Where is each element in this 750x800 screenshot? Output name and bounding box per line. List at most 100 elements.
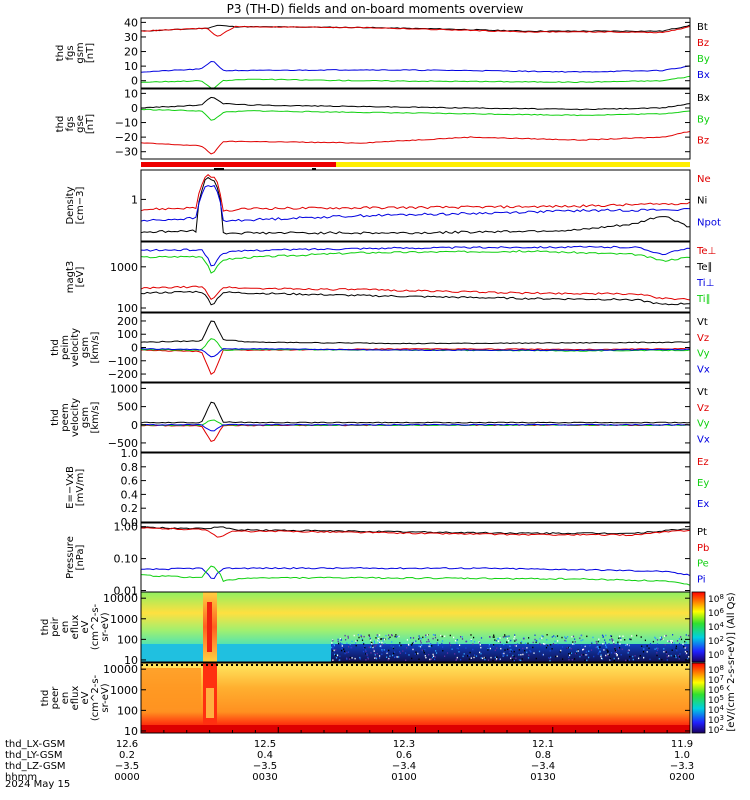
heatmap-speckle: [670, 644, 672, 646]
series-line-Vz: [140, 347, 691, 375]
heatmap-speckle: [365, 649, 367, 651]
heatmap-speckle: [363, 647, 365, 649]
panel-temperature: 1000 100 magt3 [eV] Te⊥ Te∥ Ti⊥ Ti∥: [65, 241, 716, 315]
heatmap-speckle: [561, 636, 563, 639]
heatmap-speckle: [441, 640, 444, 642]
series-line-By: [140, 108, 691, 121]
y-axis-label: [km/s]: [90, 331, 101, 363]
heatmap-speckle: [626, 643, 628, 646]
panel-frame: [140, 452, 691, 523]
heatmap-speckle: [384, 643, 386, 645]
heatmap-speckle: [582, 639, 584, 641]
y-tick-label: 30: [124, 31, 138, 44]
x-row-label: thd_LX-GSM: [5, 739, 65, 750]
y-tick-label: −100: [108, 355, 138, 368]
y-axis-label: [cm−3]: [75, 187, 86, 225]
heatmap-speckle: [534, 638, 536, 641]
heatmap-speckle: [387, 658, 389, 661]
series-line-Te∥: [140, 290, 691, 306]
heatmap-speckle: [616, 654, 618, 657]
heatmap-speckle: [597, 645, 599, 648]
heatmap-speckle: [441, 642, 443, 645]
y-tick-label: 10: [124, 87, 138, 100]
heatmap-speckle: [599, 646, 601, 648]
heatmap-speckle: [465, 647, 467, 649]
series-line-Bt: [140, 24, 691, 33]
y-axis-label: sr-eV): [100, 683, 111, 712]
heatmap-speckle: [357, 634, 359, 636]
heatmap-speckle: [331, 642, 333, 644]
y-tick-label: 0.6: [121, 475, 139, 488]
heatmap-speckle: [619, 635, 621, 637]
heatmap-speckle: [582, 648, 584, 651]
y-axis-label: fgs: [65, 45, 76, 60]
heatmap-speckle: [535, 641, 537, 644]
heatmap-speckle: [656, 649, 659, 652]
heatmap-speckle: [421, 644, 423, 646]
heatmap-speckle: [618, 637, 620, 639]
y-tick-label: 0.01: [114, 585, 139, 598]
colorbar-electron: [691, 662, 706, 734]
heatmap-speckle: [668, 640, 670, 643]
heatmap-speckle: [625, 644, 627, 646]
heatmap-speckle: [441, 635, 443, 638]
series-line-By: [140, 60, 691, 73]
heatmap-speckle: [542, 643, 545, 645]
heatmap-speckle: [606, 646, 608, 649]
heatmap-speckle: [614, 652, 616, 654]
heatmap-speckle: [362, 650, 365, 653]
heatmap-speckle: [421, 649, 423, 651]
heatmap-speckle: [456, 642, 458, 644]
heatmap-speckle: [420, 642, 422, 644]
heatmap-speckle: [339, 655, 341, 658]
series-line-Vt: [140, 320, 691, 345]
heatmap-speckle: [338, 642, 340, 645]
panel-frame: [140, 169, 691, 242]
heatmap-speckle: [609, 659, 611, 661]
heatmap-speckle: [473, 656, 475, 659]
heatmap-speckle: [377, 635, 379, 637]
heatmap-speckle: [388, 634, 390, 636]
heatmap-speckle: [673, 655, 675, 657]
heatmap-speckle: [675, 645, 677, 647]
x-row-label: hhmm: [5, 772, 37, 783]
heatmap-speckle: [655, 637, 657, 640]
heatmap-speckle: [338, 659, 340, 662]
heatmap-speckle: [442, 650, 444, 652]
heatmap-speckle: [499, 637, 501, 639]
heatmap-speckle: [470, 657, 472, 659]
heatmap-speckle: [461, 636, 463, 638]
heatmap-speckle: [339, 642, 341, 644]
heatmap-speckle: [493, 644, 495, 646]
heatmap-speckle: [656, 639, 659, 641]
heatmap-speckle: [468, 658, 470, 660]
heatmap-speckle: [685, 653, 687, 655]
heatmap-speckle: [572, 641, 574, 643]
heatmap-speckle: [379, 641, 381, 644]
heatmap-speckle: [374, 657, 376, 659]
heatmap-speckle: [527, 642, 529, 645]
panel-frame: [140, 591, 691, 663]
heatmap-speckle: [527, 657, 530, 659]
heatmap-speckle: [376, 652, 378, 655]
figure-title: P3 (TH-D) fields and on-board moments ov…: [227, 2, 524, 16]
heatmap-speckle: [468, 654, 470, 657]
heatmap-speckle: [366, 654, 368, 656]
heatmap-speckle: [568, 653, 570, 655]
heatmap-speckle: [379, 634, 381, 636]
heatmap-speckle: [544, 643, 546, 645]
heatmap-speckle: [506, 635, 508, 638]
heatmap-speckle: [480, 637, 483, 639]
heatmap-speckle: [602, 635, 604, 638]
heatmap-speckle: [562, 658, 564, 660]
legend-Ti∥: Ti∥: [696, 294, 711, 305]
heatmap-speckle: [680, 638, 683, 641]
heatmap-speckle: [435, 652, 438, 654]
heatmap-speckle: [434, 636, 437, 639]
heatmap-speckle: [382, 640, 384, 642]
heatmap-speckle: [560, 649, 562, 652]
heatmap-speckle: [355, 642, 357, 644]
heatmap-speckle: [523, 637, 525, 640]
heatmap-speckle: [613, 641, 615, 643]
heatmap-speckle: [377, 638, 379, 640]
